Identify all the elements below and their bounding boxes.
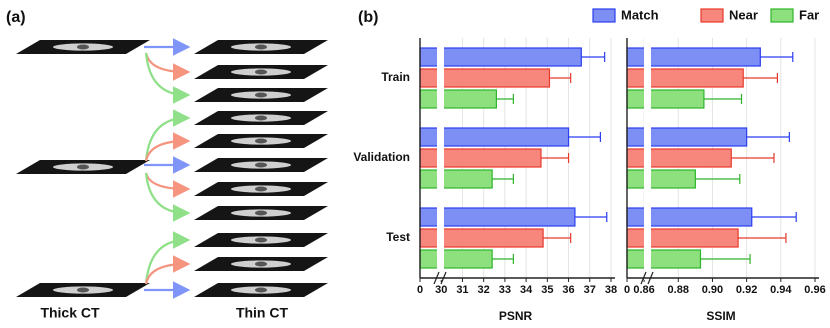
lung (77, 44, 89, 50)
bar (419, 89, 498, 109)
legend-swatch (770, 8, 794, 23)
error-bar (581, 52, 606, 62)
error-bar (574, 212, 608, 222)
error-bar (738, 233, 787, 243)
arrow (144, 231, 191, 285)
bar (419, 47, 582, 67)
x-tick-label: 0.96 (804, 284, 825, 296)
lung (77, 287, 89, 293)
lung (255, 210, 267, 216)
error-bar (700, 254, 751, 264)
x-tick-label: 38 (605, 284, 617, 296)
x-tick-label: 33 (499, 284, 511, 296)
error-bar (496, 94, 514, 104)
x-tick-label: 32 (478, 284, 490, 296)
bar (626, 89, 705, 109)
lung (255, 44, 267, 50)
column-label: Thin CT (236, 305, 289, 321)
legend-swatch (700, 8, 724, 23)
panel-label: (b) (358, 9, 378, 26)
error-bar (751, 212, 797, 222)
error-bar (703, 94, 743, 104)
x-tick-label: 36 (562, 284, 574, 296)
x-tick-label: 0.88 (668, 284, 689, 296)
lung (255, 115, 267, 121)
bar (626, 228, 739, 248)
lung (255, 261, 267, 267)
axis-break (644, 38, 651, 280)
x-tick-label: 30 (435, 284, 447, 296)
arrow (144, 172, 191, 222)
error-bar (492, 174, 514, 184)
lung (255, 186, 267, 192)
error-bar (731, 153, 775, 163)
arrow (144, 172, 191, 198)
x-tick-label: 0 (624, 284, 630, 296)
arrow (144, 132, 191, 162)
lung (255, 237, 267, 243)
arrow (144, 255, 191, 285)
x-tick-label: 0 (417, 284, 423, 296)
x-tick-label: 34 (520, 284, 533, 296)
lung (255, 162, 267, 168)
y-tick-label: Validation (353, 150, 410, 164)
error-bar (746, 132, 790, 142)
lung (255, 287, 267, 293)
x-tick-label: 37 (584, 284, 596, 296)
x-tick-label: 0.86 (633, 284, 654, 296)
x-tick-label: 0.94 (770, 284, 792, 296)
panel-label: (a) (6, 9, 26, 26)
x-tick-label: 31 (456, 284, 468, 296)
bar (626, 148, 732, 168)
lung (77, 164, 89, 170)
y-tick-label: Train (381, 70, 410, 84)
legend-label: Match (621, 7, 659, 22)
x-tick-label: 0.92 (736, 284, 757, 296)
error-bar (760, 52, 794, 62)
lung (255, 138, 267, 144)
arrow (144, 52, 191, 104)
x-axis-label: SSIM (706, 309, 735, 323)
error-bar (743, 73, 778, 83)
legend-swatch (592, 8, 616, 23)
error-bar (492, 254, 514, 264)
x-tick-label: 0.90 (702, 284, 723, 296)
column-label: Thick CT (40, 305, 100, 321)
arrow (144, 52, 191, 81)
diagram (16, 38, 328, 299)
y-tick-label: Test (386, 230, 410, 244)
error-bar (695, 174, 741, 184)
axis-break (437, 38, 444, 280)
error-bar (549, 73, 572, 83)
arrow (144, 109, 191, 162)
x-axis-label: PSNR (499, 309, 533, 323)
error-bar (568, 132, 601, 142)
bar (626, 249, 702, 269)
error-bar (540, 153, 570, 163)
legend-label: Near (729, 7, 758, 22)
bar (626, 169, 696, 189)
error-bar (543, 233, 572, 243)
legend-label: Far (799, 7, 819, 22)
lung (255, 92, 267, 98)
bar (419, 169, 493, 189)
x-tick-label: 35 (541, 284, 553, 296)
lung (255, 69, 267, 75)
bar (419, 249, 493, 269)
